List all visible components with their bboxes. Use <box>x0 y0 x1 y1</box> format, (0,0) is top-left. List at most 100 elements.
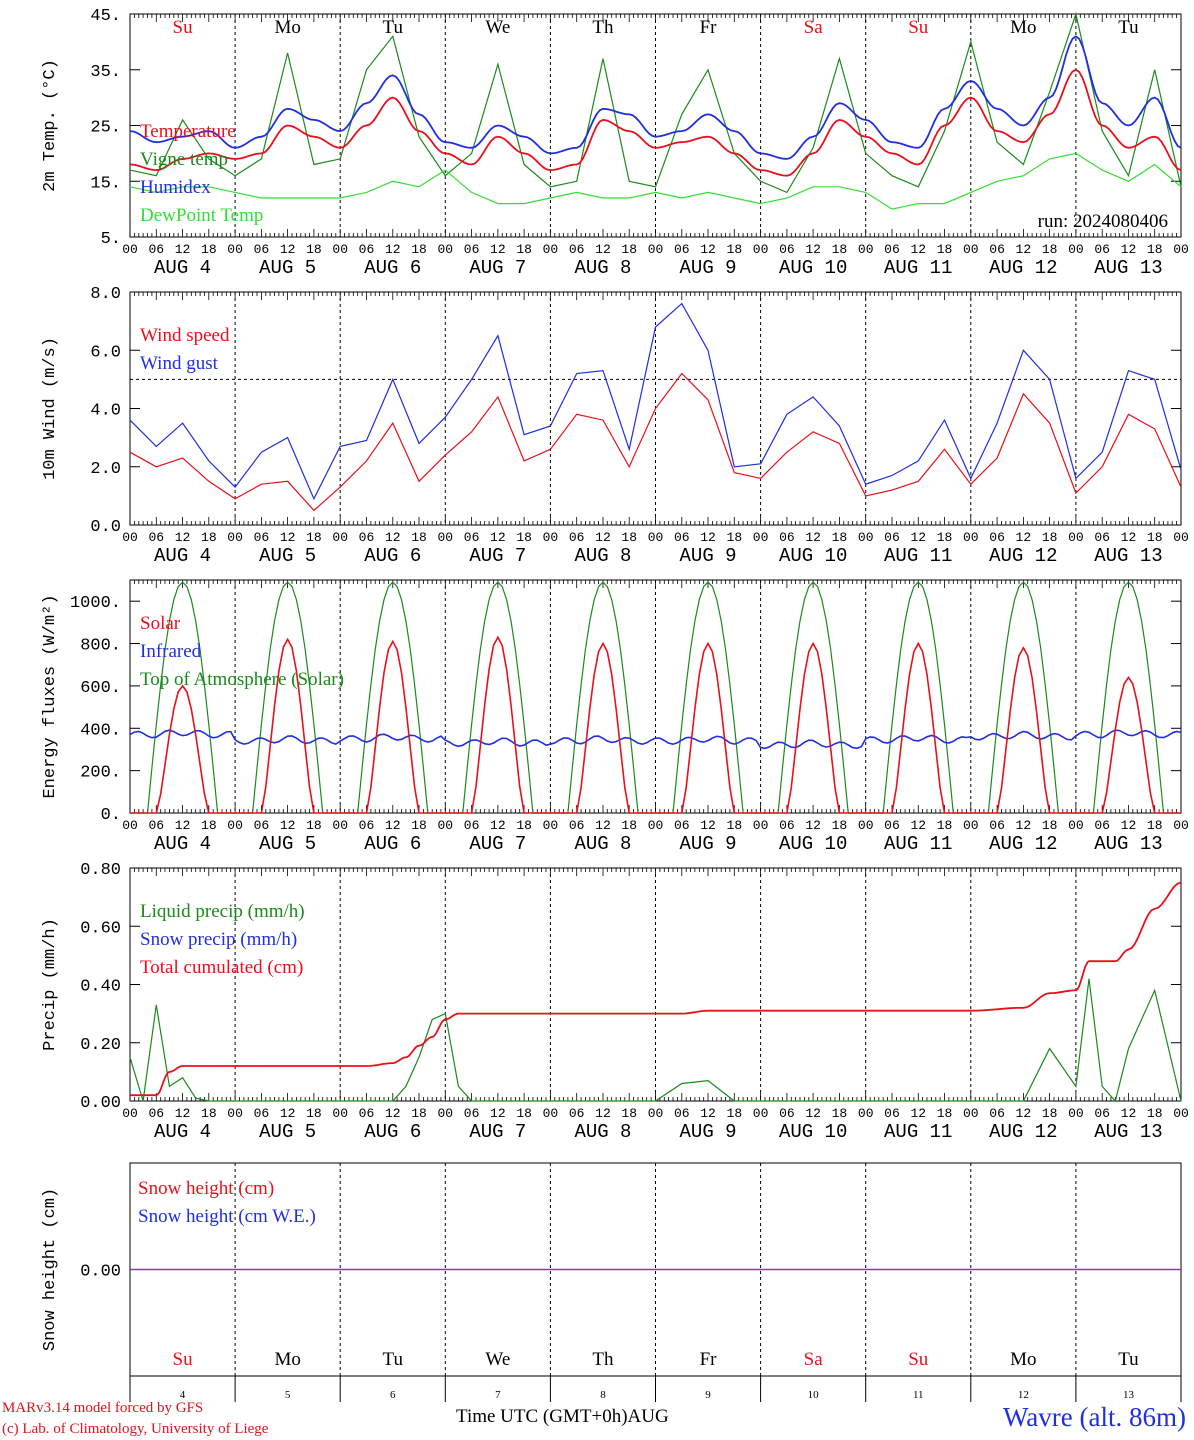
y-tick-label: 35. <box>90 63 121 82</box>
hour-tick-label: 00 <box>227 818 243 833</box>
legend-entry: Wind speed <box>140 325 230 346</box>
hour-tick-label: 12 <box>175 242 191 257</box>
y-tick-label: 25. <box>90 119 121 138</box>
hour-tick-label: 12 <box>805 530 821 545</box>
day-name: Fr <box>700 17 718 38</box>
date-label: AUG 13 <box>1094 257 1162 279</box>
dewpoint-temp-line <box>129 152 1182 210</box>
hour-tick-label: 06 <box>884 1106 900 1121</box>
hour-tick-label: 12 <box>700 530 716 545</box>
day-number: 4 <box>180 1389 186 1401</box>
hour-tick-label: 00 <box>1068 242 1084 257</box>
hour-tick-label: 18 <box>306 530 322 545</box>
hour-tick-label: 00 <box>122 818 138 833</box>
hour-tick-label: 06 <box>254 818 270 833</box>
y-tick-label: 6.0 <box>90 343 121 362</box>
legend-entry: Total cumulated (cm) <box>140 957 303 978</box>
hour-tick-label: 12 <box>385 530 401 545</box>
hour-tick-label: 00 <box>1068 818 1084 833</box>
day-number: 9 <box>705 1389 711 1401</box>
hour-tick-label: 18 <box>621 1106 637 1121</box>
day-number: 10 <box>808 1389 820 1401</box>
legend-entry: Temperature <box>140 121 236 142</box>
hour-tick-label: 12 <box>385 242 401 257</box>
hour-tick-label: 12 <box>175 1106 191 1121</box>
hour-tick-label: 00 <box>1068 1106 1084 1121</box>
legend-entry: Solar <box>140 613 181 634</box>
day-name: We <box>485 17 510 38</box>
hour-tick-label: 00 <box>648 242 664 257</box>
wind-gust-line <box>129 302 1182 501</box>
date-label: AUG 9 <box>680 833 737 855</box>
hour-tick-label: 12 <box>1121 1106 1137 1121</box>
hour-tick-label: 18 <box>1042 818 1058 833</box>
hour-tick-label: 12 <box>805 242 821 257</box>
vigne-temp-line <box>129 11 1182 194</box>
hour-tick-label: 18 <box>1147 818 1163 833</box>
hour-tick-label: 12 <box>385 1106 401 1121</box>
day-name: Mo <box>1010 1349 1036 1370</box>
hour-tick-label: 06 <box>1094 1106 1110 1121</box>
date-label: AUG 5 <box>259 833 316 855</box>
y-tick-label: 2.0 <box>90 460 121 479</box>
y-tick-label: 15. <box>90 174 121 193</box>
hour-tick-label: 06 <box>148 530 164 545</box>
hour-tick-label: 12 <box>910 1106 926 1121</box>
y-tick-label: 200. <box>80 764 121 783</box>
hour-tick-label: 12 <box>280 530 296 545</box>
hour-tick-label: 06 <box>359 530 375 545</box>
date-label: AUG 11 <box>884 545 952 567</box>
day-number: 11 <box>913 1389 924 1401</box>
date-label: AUG 7 <box>469 545 526 567</box>
day-name: Mo <box>274 17 300 38</box>
hour-tick-label: 06 <box>1094 242 1110 257</box>
day-name: Fr <box>700 1349 718 1370</box>
hour-tick-label: 00 <box>543 818 559 833</box>
date-label: AUG 10 <box>779 545 847 567</box>
date-label: AUG 4 <box>154 833 211 855</box>
hour-tick-label: 12 <box>1121 242 1137 257</box>
hour-tick-label: 06 <box>1094 818 1110 833</box>
y-tick-label: 0.20 <box>80 1036 121 1055</box>
hour-tick-label: 12 <box>910 242 926 257</box>
day-name: Su <box>908 17 929 38</box>
hour-tick-label: 18 <box>621 530 637 545</box>
hour-tick-label: 12 <box>490 818 506 833</box>
hour-tick-label: 06 <box>989 530 1005 545</box>
hour-tick-label: 00 <box>122 242 138 257</box>
solar-line <box>130 635 1181 814</box>
y-tick-label: 0.60 <box>80 919 121 938</box>
hour-tick-label: 12 <box>175 818 191 833</box>
hour-tick-label: 06 <box>569 818 585 833</box>
legend-entry: Snow height (cm) <box>138 1178 274 1199</box>
date-label: AUG 7 <box>469 257 526 279</box>
hour-tick-label: 00 <box>332 818 348 833</box>
hour-tick-label: 18 <box>727 818 743 833</box>
legend-entry: Infrared <box>140 641 202 662</box>
hour-tick-label: 00 <box>122 1106 138 1121</box>
hour-tick-label: 06 <box>884 530 900 545</box>
hour-ticks <box>129 292 1182 525</box>
hour-tick-label: 18 <box>516 530 532 545</box>
hour-tick-label: 18 <box>1147 1106 1163 1121</box>
hour-tick-label: 18 <box>832 530 848 545</box>
legend-entry: Liquid precip (mm/h) <box>140 901 305 922</box>
hour-tick-label: 12 <box>490 1106 506 1121</box>
model-credit: MARv3.14 model forced by GFS <box>2 1400 204 1416</box>
hour-tick-label: 00 <box>1173 242 1189 257</box>
x-axis-title: Time UTC (GMT+0h)AUG <box>456 1406 669 1428</box>
hour-tick-label: 00 <box>963 1106 979 1121</box>
hour-tick-label: 06 <box>464 242 480 257</box>
y-axis-label: 2m Temp. (°C) <box>41 59 60 192</box>
date-label: AUG 10 <box>779 833 847 855</box>
hour-tick-label: 18 <box>621 818 637 833</box>
legend-entry: Humidex <box>140 177 211 198</box>
hour-tick-label: 00 <box>648 818 664 833</box>
hour-tick-label: 06 <box>674 818 690 833</box>
hour-tick-label: 12 <box>490 530 506 545</box>
y-tick-label: 0.0 <box>90 518 121 537</box>
legend-entry: Vigne temp <box>140 149 228 170</box>
hour-tick-label: 06 <box>989 242 1005 257</box>
